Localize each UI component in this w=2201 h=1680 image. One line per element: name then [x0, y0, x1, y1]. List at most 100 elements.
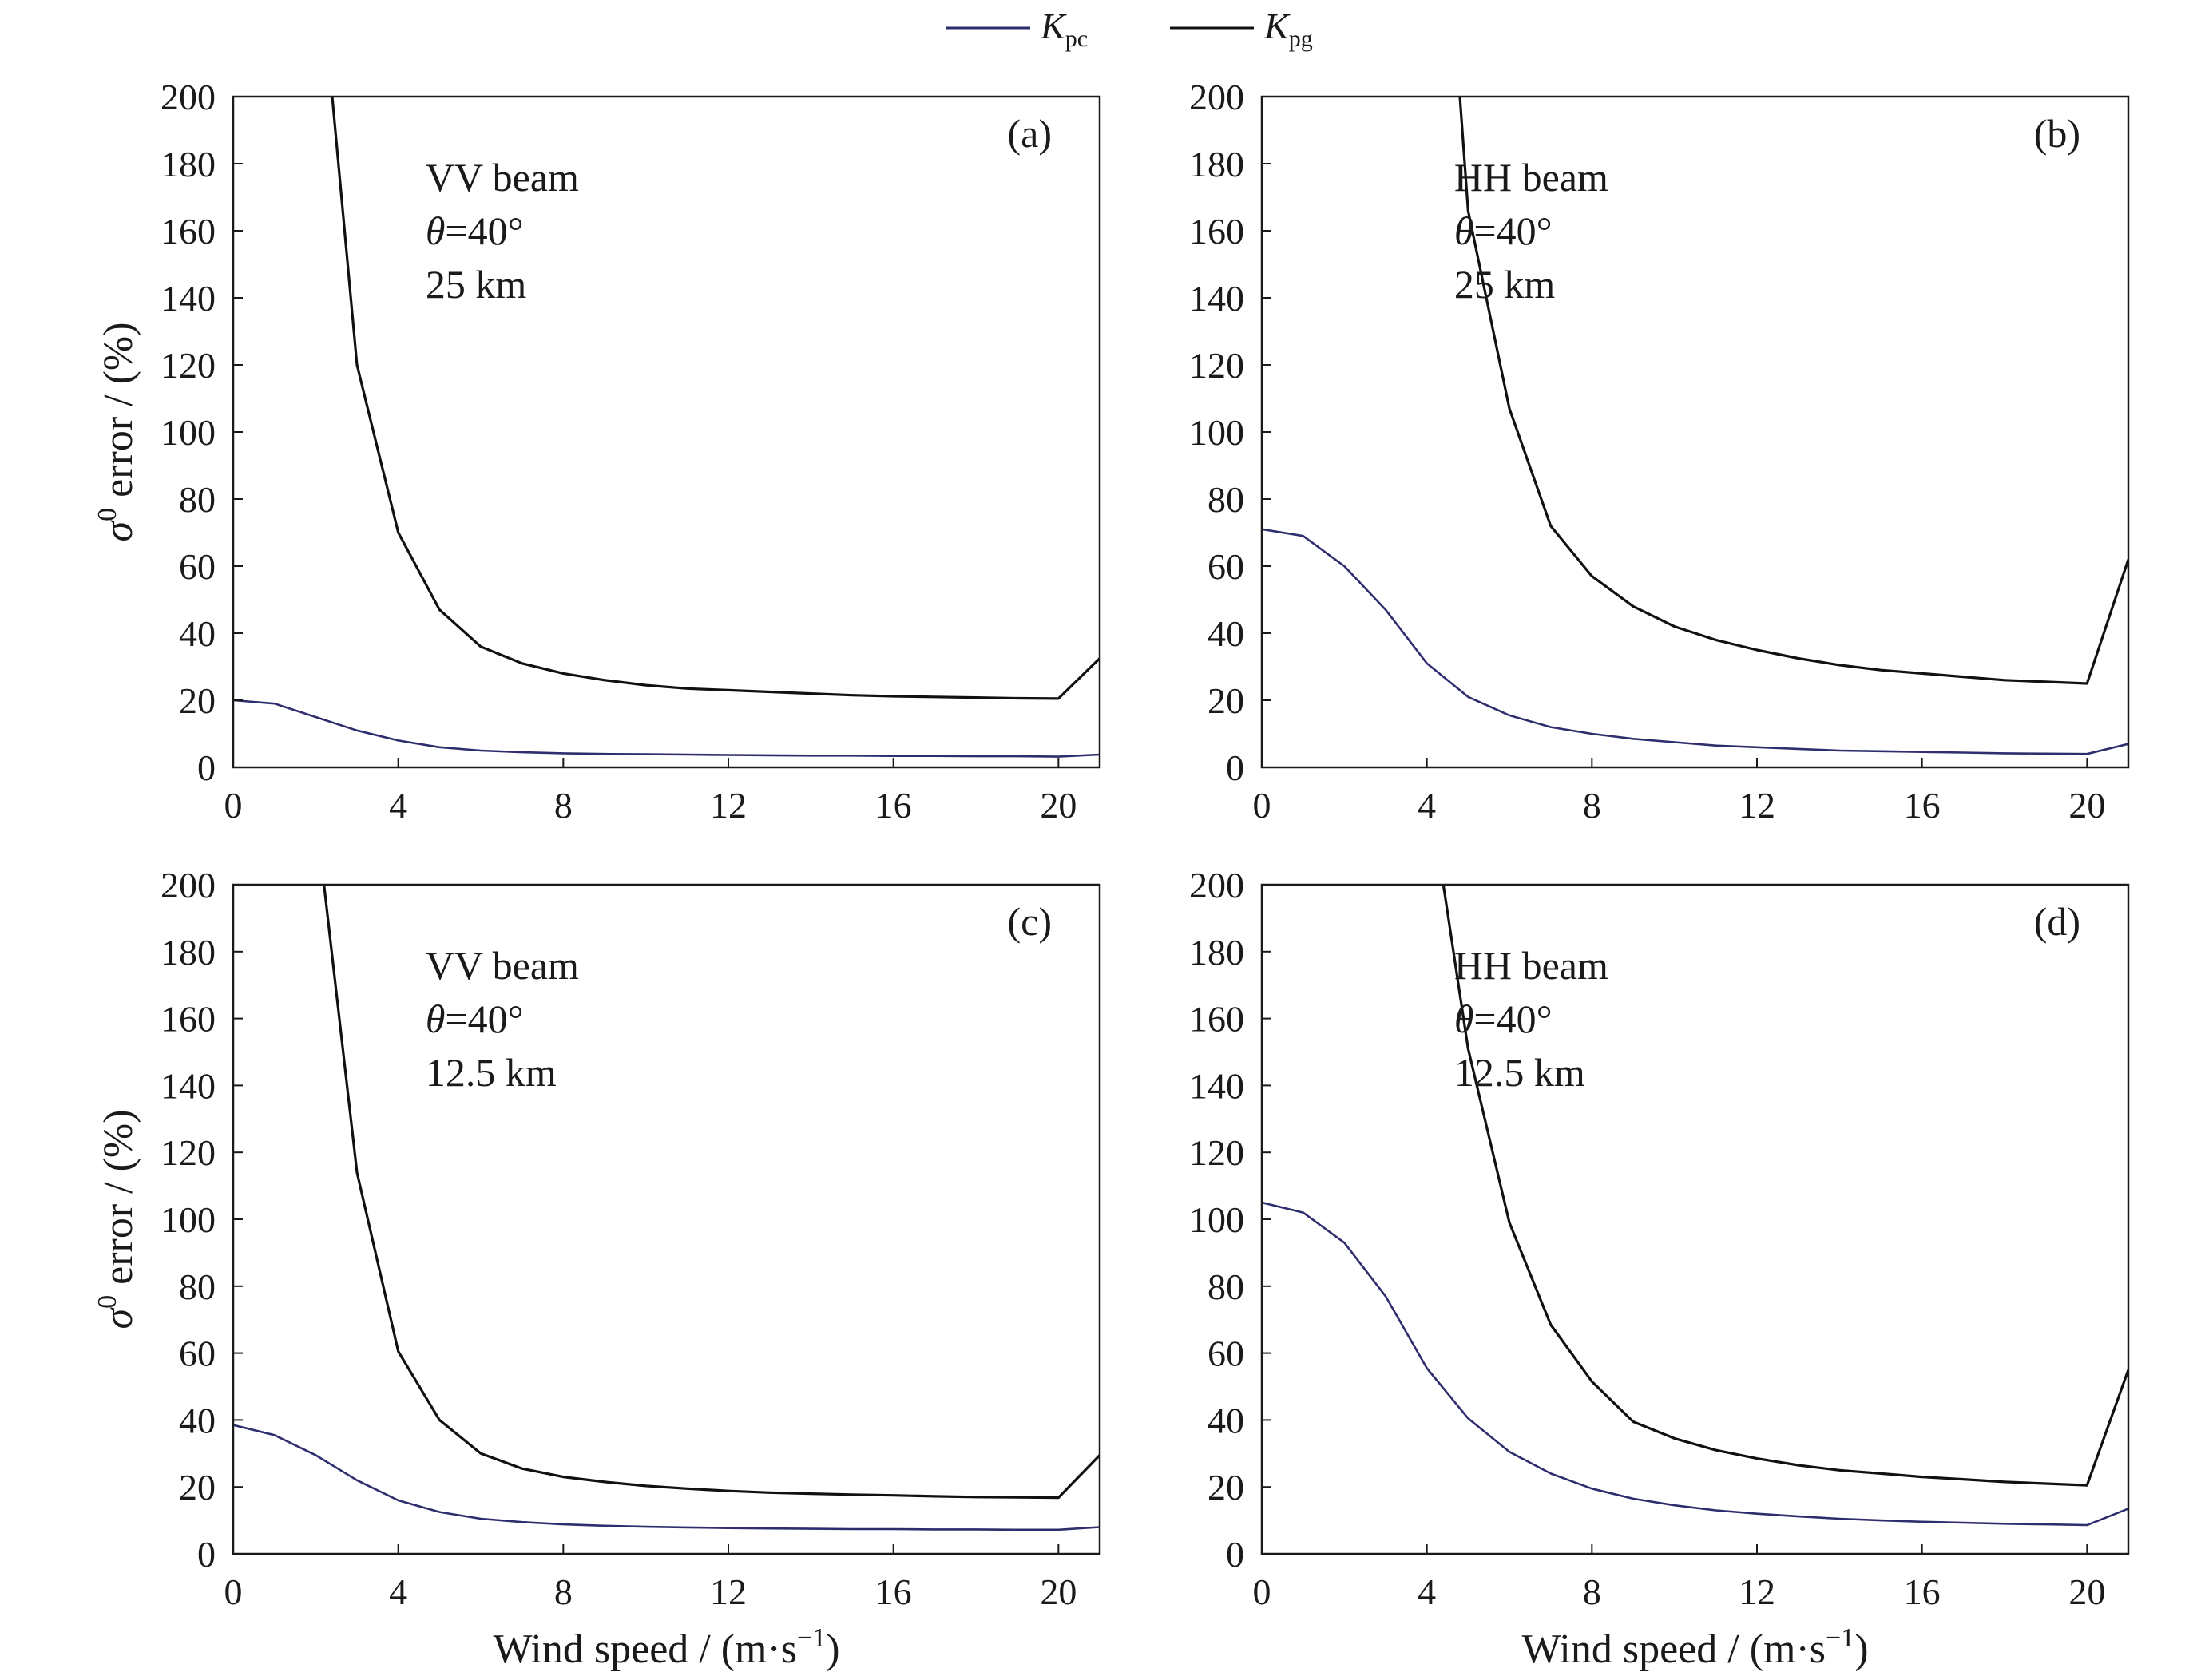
y-tick-label-d-120: 120 [1189, 1132, 1244, 1173]
x-tick-label-b-16: 16 [1904, 785, 1941, 826]
y-tick-label-c-0: 0 [197, 1534, 216, 1575]
x-tick-label-b-20: 20 [2068, 785, 2105, 826]
annotation-line-b-2: 25 km [1454, 262, 1556, 307]
x-axis-title-close-d: ) [1854, 1627, 1868, 1672]
x-tick-label-b-12: 12 [1739, 785, 1775, 826]
x-tick-label-a-12: 12 [710, 785, 747, 826]
x-tick-label-c-4: 4 [389, 1571, 407, 1612]
annotation-angle-c: =40° [445, 997, 523, 1041]
x-axis-title-sup-d: −1 [1826, 1623, 1854, 1653]
y-tick-label-b-160: 160 [1189, 211, 1244, 252]
y-tick-label-c-100: 100 [161, 1199, 216, 1240]
panel-a: 0 20 40 60 80 100 120 140 160 180 200 0 4 8 12 16 20 (a) V… [93, 77, 1101, 826]
series-line-kpg-a [331, 97, 1100, 700]
x-tick-label-c-16: 16 [875, 1571, 912, 1612]
y-tick-label-b-100: 100 [1189, 412, 1244, 453]
y-tick-label-d-80: 80 [1208, 1266, 1244, 1307]
y-tick-label-c-160: 160 [161, 999, 216, 1040]
y-tick-label-c-80: 80 [179, 1266, 216, 1307]
y-tick-label-b-180: 180 [1189, 144, 1244, 184]
x-tick-label-a-4: 4 [389, 785, 407, 826]
x-tick-label-a-20: 20 [1040, 785, 1077, 826]
annotation-line-d-1: θ=40° [1454, 997, 1553, 1041]
x-tick-label-a-0: 0 [224, 785, 243, 826]
annotation-theta-b: θ [1454, 208, 1474, 253]
y-tick-label-a-160: 160 [161, 211, 216, 252]
series-line-kpc-b [1262, 528, 2128, 755]
panel-b: 0 20 40 60 80 100 120 140 160 180 200 0 4 8 12 16 20 (b) H… [1189, 77, 2130, 826]
y-tick-label-c-60: 60 [179, 1333, 216, 1374]
annotation-angle-a: =40° [445, 208, 523, 253]
x-tick-label-d-20: 20 [2068, 1571, 2105, 1612]
plot-frame-b [1260, 95, 2130, 769]
y-tick-label-d-20: 20 [1208, 1467, 1244, 1508]
panel-label-d: (d) [2034, 899, 2080, 944]
legend-label-kpg-base: K [1263, 6, 1291, 46]
annotation-theta-d: θ [1454, 997, 1474, 1041]
y-tick-label-c-20: 20 [179, 1467, 216, 1508]
y-tick-label-d-60: 60 [1208, 1333, 1244, 1374]
x-axis-title-main-c: Wind speed / (m·s [493, 1627, 797, 1672]
y-tick-label-a-60: 60 [179, 546, 216, 587]
x-tick-label-a-8: 8 [554, 785, 573, 826]
y-tick-label-d-0: 0 [1226, 1534, 1244, 1575]
annotation-line-c-0: VV beam [426, 943, 579, 988]
y-tick-label-d-140: 140 [1189, 1065, 1244, 1106]
y-tick-label-c-120: 120 [161, 1132, 216, 1173]
annotation-angle-b: =40° [1473, 208, 1552, 253]
y-tick-label-b-200: 200 [1189, 77, 1244, 117]
legend-label-kpc-sub: pc [1065, 26, 1088, 52]
annotation-theta-a: θ [426, 208, 446, 253]
y-tick-label-a-200: 200 [161, 77, 216, 117]
plot-frame-c [232, 883, 1101, 1555]
y-tick-label-b-120: 120 [1189, 345, 1244, 386]
annotation-line-b-1: θ=40° [1454, 208, 1553, 253]
plot-frame-a [232, 95, 1101, 769]
y-tick-label-b-80: 80 [1208, 479, 1244, 520]
x-tick-label-c-8: 8 [554, 1571, 573, 1612]
y-tick-label-b-60: 60 [1208, 546, 1244, 587]
x-tick-label-d-4: 4 [1418, 1571, 1436, 1612]
y-tick-label-d-100: 100 [1189, 1199, 1244, 1240]
annotation-line-a-1: θ=40° [426, 208, 524, 253]
x-tick-label-b-0: 0 [1253, 785, 1271, 826]
y-tick-label-a-0: 0 [197, 747, 216, 788]
y-axis-title-c: σ0 error / (%) [93, 1109, 141, 1329]
y-tick-label-a-120: 120 [161, 345, 216, 386]
y-axis-title-sup-a: 0 [93, 508, 122, 521]
x-tick-label-d-8: 8 [1583, 1571, 1601, 1612]
y-tick-label-d-40: 40 [1208, 1400, 1244, 1440]
y-tick-label-d-200: 200 [1189, 865, 1244, 905]
series-line-kpc-a [233, 699, 1100, 758]
x-tick-label-c-0: 0 [224, 1571, 243, 1612]
annotation-theta-c: θ [426, 997, 446, 1041]
y-tick-label-a-20: 20 [179, 680, 216, 721]
x-tick-label-b-8: 8 [1583, 785, 1601, 826]
legend-label-kpg-sub: pg [1289, 26, 1313, 52]
y-tick-label-c-180: 180 [161, 932, 216, 973]
x-axis-title-sup-c: −1 [797, 1623, 826, 1653]
y-tick-label-d-160: 160 [1189, 999, 1244, 1040]
y-axis-title-sup-c: 0 [93, 1295, 122, 1309]
y-axis-title-rest-a: error / (%) [96, 322, 141, 507]
annotation-angle-d: =40° [1473, 997, 1552, 1041]
x-tick-label-d-16: 16 [1904, 1571, 1941, 1612]
annotation-line-c-2: 12.5 km [426, 1050, 557, 1095]
y-tick-label-d-180: 180 [1189, 932, 1244, 973]
y-tick-label-b-140: 140 [1189, 278, 1244, 319]
panel-label-b: (b) [2034, 111, 2080, 156]
plot-frame-d [1260, 883, 2130, 1555]
y-axis-title-rest-c: error / (%) [96, 1109, 141, 1294]
x-tick-label-a-16: 16 [875, 785, 912, 826]
panel-label-a: (a) [1008, 111, 1053, 156]
x-tick-label-c-20: 20 [1040, 1571, 1077, 1612]
x-axis-title-c: Wind speed / (m·s−1) [493, 1623, 839, 1672]
y-tick-label-c-200: 200 [161, 865, 216, 905]
legend-label-kpc-base: K [1040, 6, 1067, 46]
y-axis-title-sigma-c: σ [96, 1307, 141, 1329]
series-line-kpg-c [323, 885, 1100, 1500]
annotation-line-a-2: 25 km [426, 262, 527, 307]
y-tick-label-a-100: 100 [161, 412, 216, 453]
x-axis-title-main-d: Wind speed / (m·s [1521, 1627, 1826, 1672]
